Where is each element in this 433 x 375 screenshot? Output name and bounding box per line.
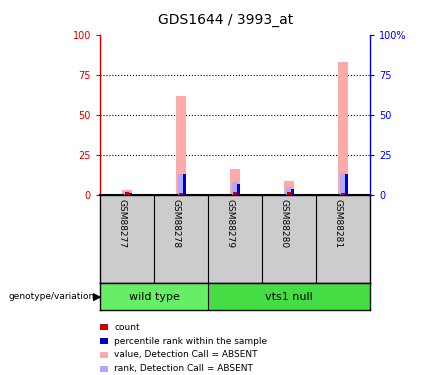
- Text: count: count: [114, 322, 140, 332]
- Text: value, Detection Call = ABSENT: value, Detection Call = ABSENT: [114, 351, 258, 360]
- Text: rank, Detection Call = ABSENT: rank, Detection Call = ABSENT: [114, 364, 253, 374]
- Bar: [286, 187, 292, 195]
- Text: genotype/variation: genotype/variation: [9, 292, 95, 301]
- Text: GSM88278: GSM88278: [172, 200, 181, 249]
- Text: GDS1644 / 3993_at: GDS1644 / 3993_at: [158, 13, 293, 27]
- Text: ▶: ▶: [93, 291, 102, 302]
- Bar: [122, 190, 132, 195]
- Bar: [176, 96, 186, 195]
- Bar: [237, 184, 240, 195]
- Text: vts1 null: vts1 null: [265, 291, 313, 302]
- Bar: [208, 283, 370, 310]
- Bar: [288, 192, 291, 195]
- Bar: [230, 170, 240, 195]
- Bar: [100, 283, 208, 310]
- Text: wild type: wild type: [129, 291, 179, 302]
- Bar: [124, 192, 130, 195]
- Text: GSM88279: GSM88279: [226, 200, 235, 249]
- Text: GSM88281: GSM88281: [334, 200, 343, 249]
- Bar: [233, 192, 236, 195]
- Bar: [338, 62, 348, 195]
- Bar: [341, 194, 345, 195]
- Bar: [291, 189, 294, 195]
- Bar: [179, 194, 183, 195]
- Bar: [178, 174, 184, 195]
- Bar: [346, 174, 348, 195]
- Bar: [129, 194, 132, 195]
- Bar: [340, 172, 346, 195]
- Text: GSM88280: GSM88280: [280, 200, 289, 249]
- Bar: [184, 174, 186, 195]
- Text: percentile rank within the sample: percentile rank within the sample: [114, 336, 268, 345]
- Text: GSM88277: GSM88277: [118, 200, 127, 249]
- Bar: [284, 181, 294, 195]
- Bar: [232, 182, 238, 195]
- Bar: [126, 192, 129, 195]
